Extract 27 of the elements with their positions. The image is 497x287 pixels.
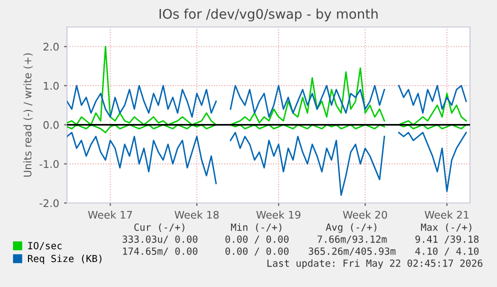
text: Cur (-/+) — [134, 223, 184, 232]
y-tick-label: 1.0 — [44, 82, 59, 90]
x-tick-label: Week 18 — [174, 210, 219, 219]
legend-label: IO/sec — [28, 242, 62, 250]
text: 0.00 / 0.00 — [225, 247, 289, 256]
text: Last update: Fri May 22 02:45:17 2026 — [267, 259, 482, 269]
y-tick-label: -1.0 — [40, 160, 59, 168]
y-tick-label: -2.0 — [40, 199, 59, 208]
text: 0.00 / 0.00 — [225, 235, 289, 244]
text: 333.03u/ 0.00 — [122, 235, 198, 244]
x-tick-label: Week 19 — [256, 210, 300, 219]
text: Min (-/+) — [231, 223, 282, 232]
text: 9.41 /39.18 — [415, 235, 479, 244]
x-tick-label: Week 20 — [342, 210, 388, 219]
text: Max (-/+) — [421, 223, 472, 232]
y-tick-label: 2.0 — [44, 42, 59, 51]
chart-title: IOs for /dev/vg0/swap - by month — [160, 8, 378, 22]
text: 174.65m/ 0.00 — [123, 247, 198, 256]
y-tick-label: 0.0 — [43, 121, 59, 129]
x-tick-label: Week 21 — [424, 210, 469, 219]
x-tick-label: Week 17 — [88, 210, 132, 219]
y-axis-title: Units read (-) / write (+) — [23, 53, 33, 177]
text: Avg (-/+) — [326, 223, 376, 233]
text: 4.10 / 4.10 — [415, 247, 479, 256]
text: 365.26m/405.93m — [308, 247, 396, 256]
legend-label: Req Size (KB) — [28, 254, 102, 264]
text: 7.66m/93.12m — [318, 235, 387, 244]
